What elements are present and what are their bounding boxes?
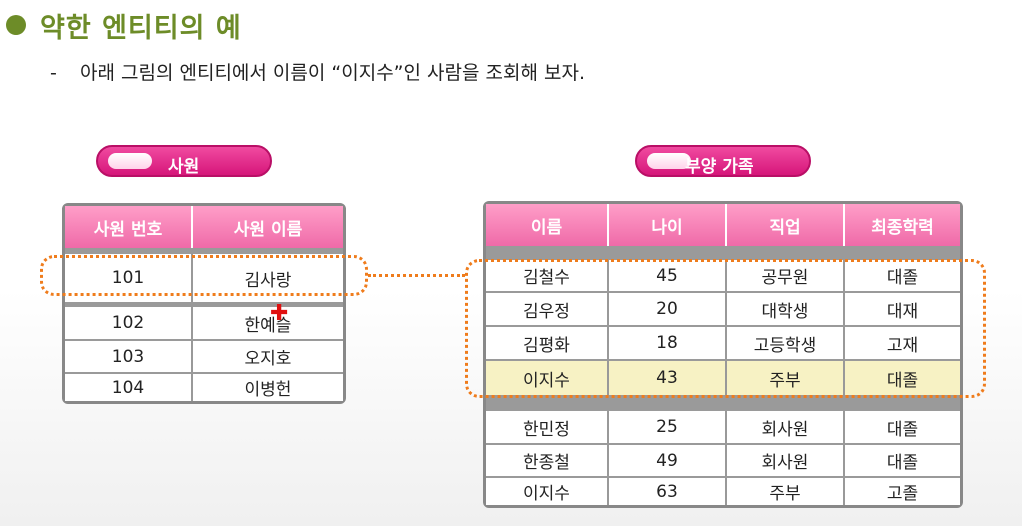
family-cell-name: 김우정 [486,293,609,325]
slide-title: 약한 엔티티의 예 [40,13,242,44]
family-table-header: 이름 나이 직업 최종학력 [486,204,960,246]
family-table-label: 부양 가족 [635,145,811,177]
family-cell-name: 한종철 [486,445,609,476]
family-cell-education: 대졸 [845,411,960,443]
family-row: 한민정 25 회사원 대졸 [486,411,960,443]
family-cell-name: 이지수 [486,361,609,395]
family-cell-job: 주부 [727,361,845,395]
employee-table: 사원 번호 사원 이름 101 김사랑 102 한예슬 103 오지호 104 … [62,203,346,404]
family-row: 김우정 20 대학생 대재 [486,293,960,325]
slide-subtitle: - 아래 그림의 엔티티에서 이름이 “이지수”인 사람을 조회해 보자. [50,58,585,85]
family-header-name: 이름 [486,204,609,246]
family-cell-job: 고등학생 [727,327,845,359]
family-row: 이지수 63 주부 고졸 [486,478,960,505]
employee-highlight-box [40,255,368,296]
family-row: 한종철 49 회사원 대졸 [486,445,960,476]
employee-header-id: 사원 번호 [65,206,193,248]
employee-cell-id: 104 [65,374,193,401]
family-cell-education: 대졸 [845,445,960,476]
family-highlight-box [465,259,986,398]
family-cell-name: 김철수 [486,260,609,291]
employee-row: 104 이병헌 [65,374,343,401]
employee-cell-name: 한예슬 [193,307,343,339]
family-table-label-text: 부양 가족 [685,157,754,177]
subtitle-text: 아래 그림의 엔티티에서 이름이 “이지수”인 사람을 조회해 보자. [80,62,586,84]
family-cell-education: 고졸 [845,478,960,505]
family-cell-name: 한민정 [486,411,609,443]
family-row: 김철수 45 공무원 대졸 [486,260,960,291]
family-cell-education: 대재 [845,293,960,325]
family-cell-job: 회사원 [727,411,845,443]
subtitle-dash: - [50,62,57,84]
employee-row: 103 오지호 [65,341,343,372]
employee-cell-name: 이병헌 [193,374,343,401]
family-cell-age: 25 [609,411,727,443]
employee-cell-id: 103 [65,341,193,372]
employee-table-label: 사원 [96,145,272,177]
family-cell-job: 회사원 [727,445,845,476]
family-table: 이름 나이 직업 최종학력 김철수 45 공무원 대졸 김우정 20 대학생 대… [483,201,963,508]
employee-row: 102 한예슬 [65,307,343,339]
title-bullet-icon [6,15,26,35]
family-row: 김평화 18 고등학생 고재 [486,327,960,359]
family-cell-education: 고재 [845,327,960,359]
family-cell-job: 공무원 [727,260,845,291]
family-cell-age: 45 [609,260,727,291]
family-header-age: 나이 [609,204,727,246]
family-cell-age: 49 [609,445,727,476]
red-cross-cursor-icon: ✚ [270,301,289,326]
employee-cell-id: 102 [65,307,193,339]
family-cell-name: 이지수 [486,478,609,505]
family-cell-job: 대학생 [727,293,845,325]
family-cell-education: 대졸 [845,361,960,395]
family-cell-age: 63 [609,478,727,505]
family-cell-job: 주부 [727,478,845,505]
employee-table-label-text: 사원 [168,157,200,177]
family-cell-age: 18 [609,327,727,359]
family-cell-age: 20 [609,293,727,325]
family-cell-age: 43 [609,361,727,395]
family-header-education: 최종학력 [845,204,960,246]
connector-line [368,274,465,277]
family-cell-name: 김평화 [486,327,609,359]
employee-table-header: 사원 번호 사원 이름 [65,206,343,248]
family-header-job: 직업 [727,204,845,246]
employee-cell-name: 오지호 [193,341,343,372]
family-row-highlighted: 이지수 43 주부 대졸 [486,361,960,395]
family-cell-education: 대졸 [845,260,960,291]
employee-header-name: 사원 이름 [193,206,343,248]
